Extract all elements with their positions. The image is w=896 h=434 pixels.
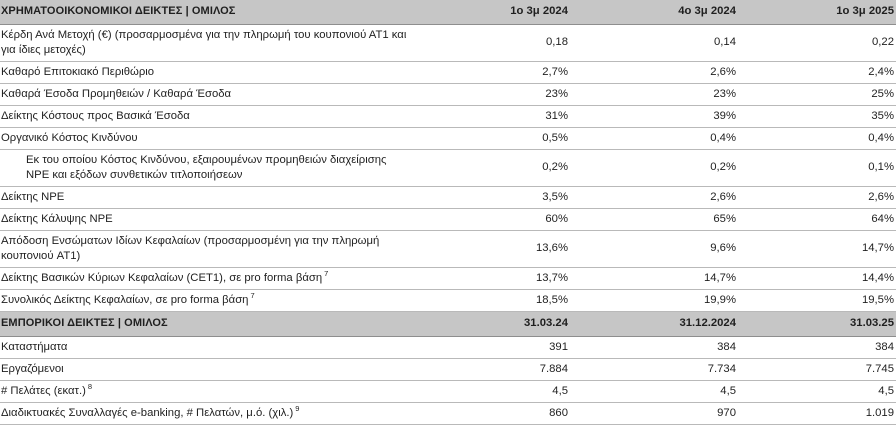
cell-value: 2,4% (738, 61, 896, 84)
cell-value: 65% (570, 208, 738, 231)
financial-ratios-header: ΧΡΗΜΑΤΟΟΙΚΟΝΟΜΙΚΟΙ ΔΕΙΚΤΕΣ | ΟΜΙΛΟΣ 1ο 3… (0, 0, 896, 25)
table-row: Δείκτης Βασικών Κύριων Κεφαλαίων (CET1),… (0, 267, 896, 290)
cell-value: 7.884 (412, 358, 570, 381)
footnote-marker: 7 (324, 268, 329, 278)
row-label: Κέρδη Ανά Μετοχή (€) (προσαρμοσμένα για … (0, 24, 412, 62)
cell-value: 35% (738, 105, 896, 128)
row-label: Συνολικός Δείκτης Κεφαλαίων, σε pro form… (1, 293, 249, 306)
row-label-cell: Συνολικός Δείκτης Κεφαλαίων, σε pro form… (0, 289, 412, 312)
table-row: Κέρδη Ανά Μετοχή (€) (προσαρμοσμένα για … (0, 24, 896, 62)
row-label: Καθαρό Επιτοκιακό Περιθώριο (0, 61, 412, 84)
cell-value: 64% (738, 208, 896, 231)
cell-value: 391 (412, 336, 570, 359)
column-header: 31.03.24 (412, 310, 570, 337)
cell-value: 3,5% (412, 186, 570, 209)
column-header: 31.03.25 (738, 310, 896, 337)
column-header: 1ο 3μ 2025 (738, 0, 896, 25)
row-label: Καταστήματα (0, 336, 412, 359)
section-title: ΧΡΗΜΑΤΟΟΙΚΟΝΟΜΙΚΟΙ ΔΕΙΚΤΕΣ | ΟΜΙΛΟΣ (0, 0, 412, 25)
row-label-cell: Διαδικτυακές Συναλλαγές e-banking, # Πελ… (0, 402, 412, 425)
cell-value: 0,2% (412, 149, 570, 187)
table-row: Εργαζόμενοι 7.884 7.734 7.745 (0, 358, 896, 381)
row-label: Καθαρά Έσοδα Προμηθειών / Καθαρά Έσοδα (0, 83, 412, 106)
cell-value: 2,6% (738, 186, 896, 209)
table-row: Εκ του οποίου Κόστος Κινδύνου, εξαιρουμέ… (0, 149, 896, 187)
cell-value: 860 (412, 402, 570, 425)
table-row: Δείκτης NPE 3,5% 2,6% 2,6% (0, 186, 896, 209)
cell-value: 384 (570, 336, 738, 359)
row-label: Δείκτης Κόστους προς Βασικά Έσοδα (0, 105, 412, 128)
cell-value: 0,4% (738, 127, 896, 150)
cell-value: 25% (738, 83, 896, 106)
cell-value: 7.734 (570, 358, 738, 381)
cell-value: 4,5 (570, 380, 738, 403)
table-row: Δείκτης Κάλυψης NPE 60% 65% 64% (0, 208, 896, 231)
row-label: Δείκτης NPE (0, 186, 412, 209)
column-header: 4ο 3μ 2024 (570, 0, 738, 25)
cell-value: 23% (570, 83, 738, 106)
section-title: ΕΜΠΟΡΙΚΟΙ ΔΕΙΚΤΕΣ | ΟΜΙΛΟΣ (0, 310, 412, 337)
cell-value: 0,18 (412, 24, 570, 62)
cell-value: 14,7% (570, 267, 738, 290)
row-label: Εργαζόμενοι (0, 358, 412, 381)
row-label: Διαδικτυακές Συναλλαγές e-banking, # Πελ… (1, 406, 294, 419)
table-row: Δείκτης Κόστους προς Βασικά Έσοδα 31% 39… (0, 105, 896, 128)
row-label: Εκ του οποίου Κόστος Κινδύνου, εξαιρουμέ… (0, 149, 412, 187)
footnote-marker: 9 (295, 403, 300, 413)
cell-value: 4,5 (738, 380, 896, 403)
table-row: Καταστήματα 391 384 384 (0, 336, 896, 359)
commercial-ratios-header: ΕΜΠΟΡΙΚΟΙ ΔΕΙΚΤΕΣ | ΟΜΙΛΟΣ 31.03.24 31.1… (0, 310, 896, 337)
cell-value: 31% (412, 105, 570, 128)
cell-value: 0,22 (738, 24, 896, 62)
row-label: Οργανικό Κόστος Κινδύνου (0, 127, 412, 150)
cell-value: 0,2% (570, 149, 738, 187)
cell-value: 19,9% (570, 289, 738, 312)
cell-value: 19,5% (738, 289, 896, 312)
table-row: Απόδοση Ενσώματων Ιδίων Κεφαλαίων (προσα… (0, 230, 896, 268)
table-row: Καθαρά Έσοδα Προμηθειών / Καθαρά Έσοδα 2… (0, 83, 896, 106)
cell-value: 4,5 (412, 380, 570, 403)
cell-value: 9,6% (570, 230, 738, 268)
cell-value: 0,1% (738, 149, 896, 187)
row-label: # Πελάτες (εκατ.) (1, 384, 86, 397)
row-label: Απόδοση Ενσώματων Ιδίων Κεφαλαίων (προσα… (0, 230, 412, 268)
cell-value: 2,7% (412, 61, 570, 84)
cell-value: 60% (412, 208, 570, 231)
table-row: Συνολικός Δείκτης Κεφαλαίων, σε pro form… (0, 289, 896, 312)
cell-value: 7.745 (738, 358, 896, 381)
ratios-table: ΧΡΗΜΑΤΟΟΙΚΟΝΟΜΙΚΟΙ ΔΕΙΚΤΕΣ | ΟΜΙΛΟΣ 1ο 3… (0, 0, 896, 425)
cell-value: 0,14 (570, 24, 738, 62)
row-label: Δείκτης Βασικών Κύριων Κεφαλαίων (CET1),… (1, 271, 323, 284)
cell-value: 0,5% (412, 127, 570, 150)
column-header: 1ο 3μ 2024 (412, 0, 570, 25)
cell-value: 14,7% (738, 230, 896, 268)
cell-value: 0,4% (570, 127, 738, 150)
cell-value: 1.019 (738, 402, 896, 425)
cell-value: 13,6% (412, 230, 570, 268)
column-header: 31.12.2024 (570, 310, 738, 337)
table-row: Οργανικό Κόστος Κινδύνου 0,5% 0,4% 0,4% (0, 127, 896, 150)
cell-value: 39% (570, 105, 738, 128)
table-row: # Πελάτες (εκατ.) 8 4,5 4,5 4,5 (0, 380, 896, 403)
table-row: Καθαρό Επιτοκιακό Περιθώριο 2,7% 2,6% 2,… (0, 61, 896, 84)
cell-value: 13,7% (412, 267, 570, 290)
footnote-marker: 7 (250, 290, 255, 300)
table-row: Διαδικτυακές Συναλλαγές e-banking, # Πελ… (0, 402, 896, 425)
row-label-cell: # Πελάτες (εκατ.) 8 (0, 380, 412, 403)
cell-value: 970 (570, 402, 738, 425)
cell-value: 23% (412, 83, 570, 106)
cell-value: 18,5% (412, 289, 570, 312)
row-label: Δείκτης Κάλυψης NPE (0, 208, 412, 231)
cell-value: 14,4% (738, 267, 896, 290)
row-label-cell: Δείκτης Βασικών Κύριων Κεφαλαίων (CET1),… (0, 267, 412, 290)
footnote-marker: 8 (87, 381, 93, 391)
cell-value: 2,6% (570, 61, 738, 84)
cell-value: 384 (738, 336, 896, 359)
cell-value: 2,6% (570, 186, 738, 209)
